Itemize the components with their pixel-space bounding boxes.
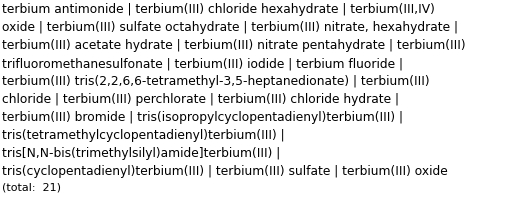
Text: trifluoromethanesulfonate | terbium(III) iodide | terbium fluoride |: trifluoromethanesulfonate | terbium(III)…	[2, 57, 403, 70]
Text: terbium(III) bromide | tris(isopropylcyclopentadienyl)terbium(III) |: terbium(III) bromide | tris(isopropylcyc…	[2, 111, 403, 124]
Text: tris[N,N-bis(trimethylsilyl)amide]terbium(III) |: tris[N,N-bis(trimethylsilyl)amide]terbiu…	[2, 147, 280, 160]
Text: tris(tetramethylcyclopentadienyl)terbium(III) |: tris(tetramethylcyclopentadienyl)terbium…	[2, 129, 285, 142]
Text: tris(cyclopentadienyl)terbium(III) | terbium(III) sulfate | terbium(III) oxide: tris(cyclopentadienyl)terbium(III) | ter…	[2, 165, 448, 178]
Text: terbium(III) acetate hydrate | terbium(III) nitrate pentahydrate | terbium(III): terbium(III) acetate hydrate | terbium(I…	[2, 39, 466, 52]
Text: oxide | terbium(III) sulfate octahydrate | terbium(III) nitrate, hexahydrate |: oxide | terbium(III) sulfate octahydrate…	[2, 21, 458, 34]
Text: chloride | terbium(III) perchlorate | terbium(III) chloride hydrate |: chloride | terbium(III) perchlorate | te…	[2, 93, 399, 106]
Text: (total:  21): (total: 21)	[2, 183, 61, 193]
Text: terbium antimonide | terbium(III) chloride hexahydrate | terbium(III,IV): terbium antimonide | terbium(III) chlori…	[2, 3, 435, 16]
Text: terbium(III) tris(2,2,6,6-tetramethyl-3,5-heptanedionate) | terbium(III): terbium(III) tris(2,2,6,6-tetramethyl-3,…	[2, 75, 430, 88]
